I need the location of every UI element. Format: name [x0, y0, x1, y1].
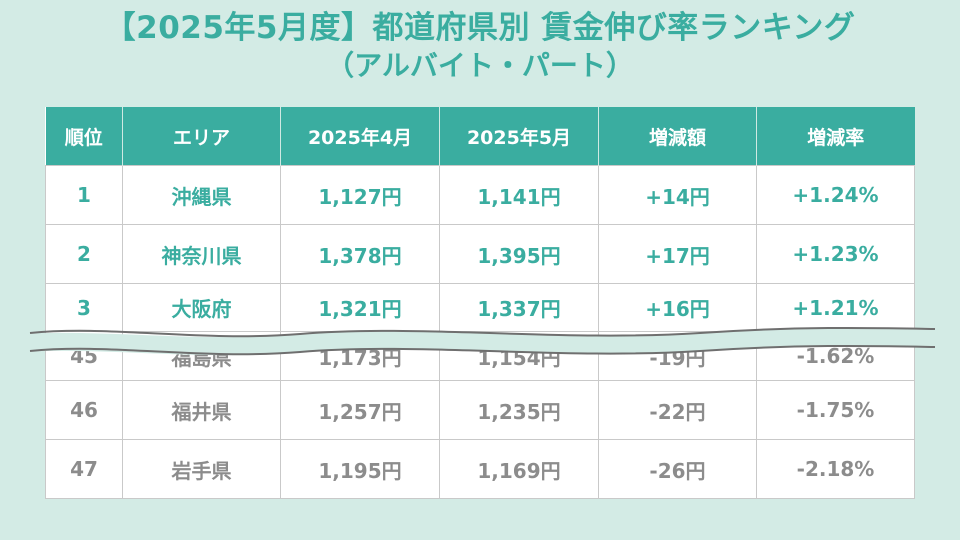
header-rank: 順位 [45, 107, 123, 166]
cell-change-rate: -2.18% [756, 439, 915, 499]
cell-area: 福井県 [122, 380, 281, 440]
cell-change-rate: -1.62% [756, 331, 915, 381]
cell-change-amount: -22円 [598, 380, 757, 440]
cell-april: 1,378円 [280, 224, 440, 284]
cell-may: 1,141円 [439, 165, 599, 225]
cell-april: 1,173円 [280, 331, 440, 381]
title-line-1: 【2025年5月度】都道府県別 賃金伸び率ランキング [104, 10, 856, 46]
cell-may: 1,169円 [439, 439, 599, 499]
cell-change-amount: -26円 [598, 439, 757, 499]
cell-area: 神奈川県 [122, 224, 281, 284]
header-change-rate: 増減率 [756, 107, 915, 166]
cell-rank: 47 [45, 439, 123, 499]
cell-rank: 2 [45, 224, 123, 284]
cell-area: 大阪府 [122, 283, 281, 332]
cell-change-rate: +1.21% [756, 283, 915, 332]
cell-change-rate: +1.23% [756, 224, 915, 284]
cell-change-amount: +17円 [598, 224, 757, 284]
cell-change-amount: +16円 [598, 283, 757, 332]
cell-change-rate: -1.75% [756, 380, 915, 440]
table-row: 1 沖縄県 1,127円 1,141円 +14円 +1.24% [45, 165, 915, 225]
cell-area: 岩手県 [122, 439, 281, 499]
cell-rank: 3 [45, 283, 123, 332]
table-row: 45 福島県 1,173円 1,154円 -19円 -1.62% [45, 331, 915, 381]
cell-rank: 45 [45, 331, 123, 381]
cell-rank: 46 [45, 380, 123, 440]
cell-rank: 1 [45, 165, 123, 225]
title-line-2: （アルバイト・パート） [326, 49, 634, 82]
header-may: 2025年5月 [439, 107, 599, 166]
cell-may: 1,235円 [439, 380, 599, 440]
table-row: 47 岩手県 1,195円 1,169円 -26円 -2.18% [45, 439, 915, 499]
table-row: 46 福井県 1,257円 1,235円 -22円 -1.75% [45, 380, 915, 440]
cell-may: 1,154円 [439, 331, 599, 381]
page-title: 【2025年5月度】都道府県別 賃金伸び率ランキング （アルバイト・パート） [0, 8, 960, 84]
cell-area: 沖縄県 [122, 165, 281, 225]
table-row: 2 神奈川県 1,378円 1,395円 +17円 +1.23% [45, 224, 915, 284]
cell-change-amount: +14円 [598, 165, 757, 225]
cell-change-rate: +1.24% [756, 165, 915, 225]
cell-may: 1,337円 [439, 283, 599, 332]
header-april: 2025年4月 [280, 107, 440, 166]
header-area: エリア [122, 107, 281, 166]
cell-april: 1,127円 [280, 165, 440, 225]
cell-april: 1,257円 [280, 380, 440, 440]
header-change-amount: 増減額 [598, 107, 757, 166]
cell-area: 福島県 [122, 331, 281, 381]
cell-april: 1,321円 [280, 283, 440, 332]
cell-may: 1,395円 [439, 224, 599, 284]
table-header-row: 順位 エリア 2025年4月 2025年5月 増減額 増減率 [45, 107, 915, 166]
table-row: 3 大阪府 1,321円 1,337円 +16円 +1.21% [45, 283, 915, 332]
cell-change-amount: -19円 [598, 331, 757, 381]
cell-april: 1,195円 [280, 439, 440, 499]
ranking-table: 順位 エリア 2025年4月 2025年5月 増減額 増減率 1 沖縄県 1,1… [45, 107, 915, 499]
